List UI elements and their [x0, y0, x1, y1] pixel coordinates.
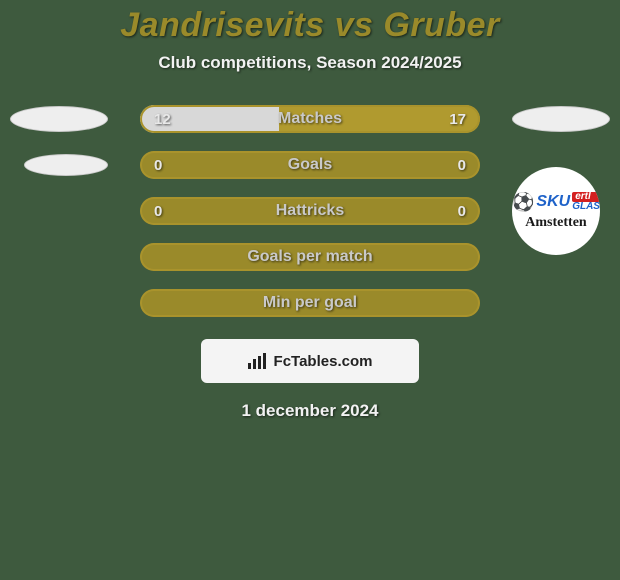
club-sku-text: SKU	[536, 193, 570, 211]
stat-row: Goals00	[0, 151, 620, 179]
stat-label: Goals per match	[140, 248, 480, 266]
stat-row: Hattricks00⚽SKUertlGLASAmstetten	[0, 197, 620, 225]
stats-rows: Matches1217 Goals00 Hattricks00⚽SKUertlGLA…	[0, 105, 620, 317]
club-glas-text: GLAS	[572, 202, 600, 212]
content: Jandrisevits vs Gruber Club competitions…	[0, 0, 620, 580]
stat-label: Goals	[140, 156, 480, 174]
club-badge: ⚽SKUertlGLASAmstetten	[512, 167, 600, 255]
stat-row: Matches1217	[0, 105, 620, 133]
stat-bar: Min per goal	[140, 289, 480, 317]
stat-bar: Matches1217	[140, 105, 480, 133]
stat-bar: Hattricks00	[140, 197, 480, 225]
stat-label: Matches	[140, 110, 480, 128]
stat-bar: Goals00	[140, 151, 480, 179]
page-title: Jandrisevits vs Gruber	[0, 6, 620, 45]
subtitle: Club competitions, Season 2024/2025	[0, 53, 620, 73]
bars-icon	[248, 353, 268, 369]
club-bottom-text: Amstetten	[525, 215, 586, 231]
stat-label: Hattricks	[140, 202, 480, 220]
footer-text: FcTables.com	[274, 353, 373, 370]
player-badge-left-2	[24, 154, 108, 176]
stat-bar: Goals per match	[140, 243, 480, 271]
stat-label: Min per goal	[140, 294, 480, 312]
player-badge-right	[512, 106, 610, 132]
soccer-ball-icon: ⚽	[512, 192, 534, 213]
date-text: 1 december 2024	[0, 401, 620, 421]
stat-row: Min per goal	[0, 289, 620, 317]
stat-row: Goals per match	[0, 243, 620, 271]
player-badge-left	[10, 106, 108, 132]
footer-attribution: FcTables.com	[201, 339, 419, 383]
